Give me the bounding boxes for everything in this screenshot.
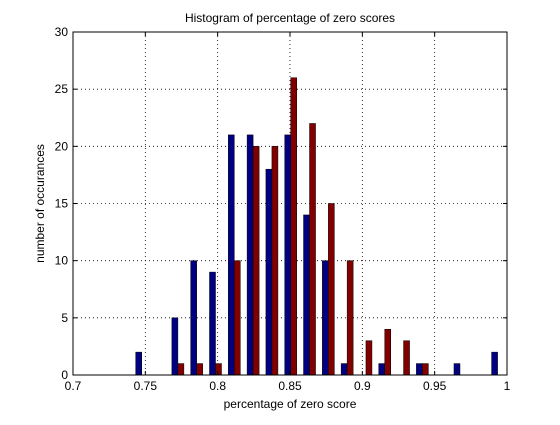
histogram-bar-series-1 [303,214,310,376]
y-tick-label: 15 [55,197,69,211]
histogram-bar-series-1 [228,134,235,376]
histogram-bar-series-2 [309,123,316,376]
histogram-bar-series-1 [322,260,329,376]
histogram-bar-series-2 [403,340,410,376]
x-axis-label: percentage of zero score [224,397,357,411]
histogram-bar-series-1 [135,351,142,376]
histogram-bar-series-2 [196,363,203,376]
histogram-bar-series-2 [271,146,279,376]
histogram-bar-series-1 [416,363,423,376]
histogram-bar-series-2 [290,77,297,376]
histogram-bar-series-2 [177,363,185,376]
histogram-bar-series-1 [453,363,461,376]
x-tick-label: 0.8 [209,379,226,393]
y-tick-label: 30 [55,25,69,39]
histogram-bar-series-1 [265,168,273,376]
histogram-bar-series-2 [384,329,392,376]
histogram-bar-series-1 [171,317,179,376]
histogram-bar-series-1 [491,351,498,376]
y-tick-label: 0 [61,368,68,382]
x-tick-label: 0.9 [354,379,371,393]
y-tick-label: 20 [55,139,69,153]
y-tick-label: 10 [55,254,69,268]
histogram-bar-series-2 [215,363,222,376]
histogram-bar-series-1 [246,134,254,376]
y-tick-label: 25 [55,82,69,96]
histogram-bar-series-2 [234,260,241,376]
y-axis-label: number of occurances [33,144,47,263]
histogram-bar-series-2 [422,363,429,376]
histogram-bar-series-2 [365,340,373,376]
histogram-bar-series-2 [252,146,260,376]
histogram-bar-series-1 [378,363,386,376]
histogram-bar-series-1 [190,260,197,376]
histogram-bar-series-1 [209,271,216,376]
x-tick-label: 0.75 [134,379,158,393]
y-tick-label: 5 [61,311,68,325]
bars [135,77,498,376]
histogram-bar-series-1 [340,363,348,376]
histogram-bar-series-2 [346,260,354,376]
chart-title: Histogram of percentage of zero scores [185,11,395,25]
histogram-bar-series-2 [328,203,335,376]
x-tick-label: 0.85 [278,379,302,393]
histogram-bar-series-1 [284,134,291,376]
x-tick-label: 1 [504,379,511,393]
x-tick-label: 0.7 [65,379,82,393]
x-tick-label: 0.95 [423,379,447,393]
